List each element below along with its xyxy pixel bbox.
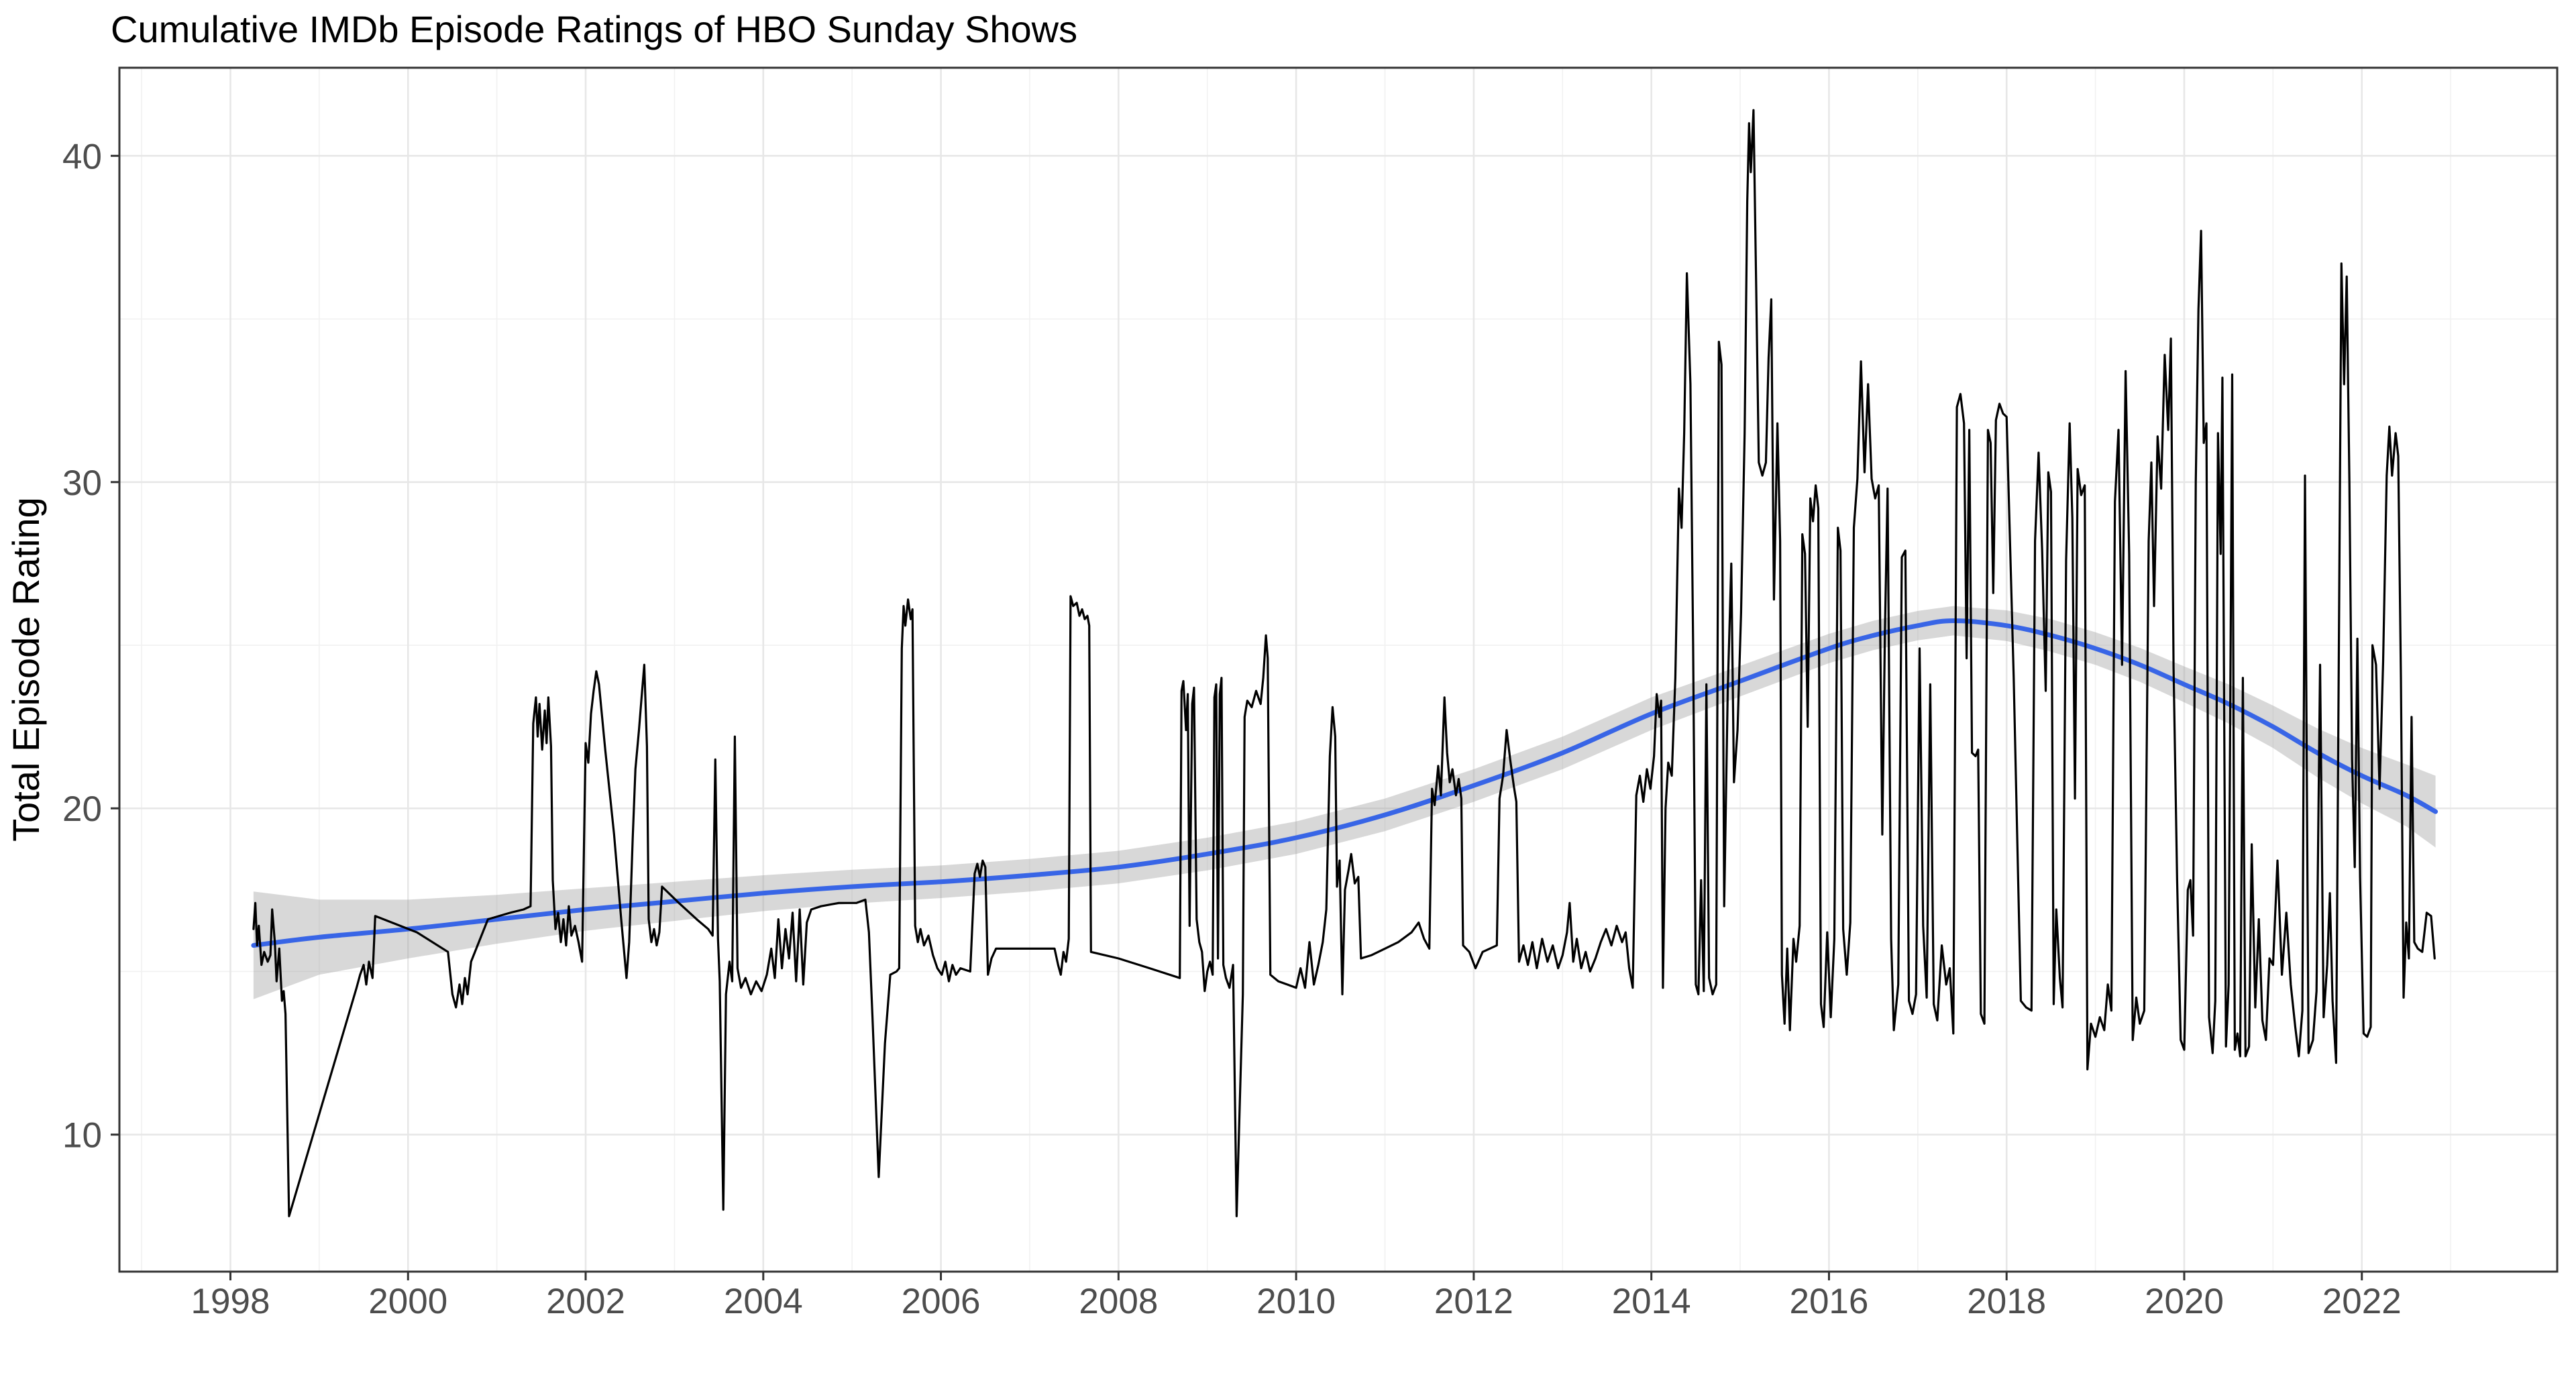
x-tick-label: 2002 (546, 1282, 625, 1321)
x-tick-label: 2010 (1256, 1282, 1336, 1321)
x-tick-label: 2018 (1967, 1282, 2046, 1321)
y-tick-label: 20 (62, 789, 102, 829)
x-tick-label: 1998 (191, 1282, 270, 1321)
x-tick-label: 2022 (2322, 1282, 2402, 1321)
chart-title: Cumulative IMDb Episode Ratings of HBO S… (111, 8, 1078, 50)
x-tick-label: 2000 (368, 1282, 447, 1321)
x-tick-label: 2016 (1789, 1282, 1868, 1321)
y-axis-title: Total Episode Rating (5, 497, 47, 842)
y-tick-label: 30 (62, 463, 102, 503)
x-tick-label: 2004 (724, 1282, 803, 1321)
ci-ribbon (253, 606, 2436, 999)
x-tick-label: 2020 (2145, 1282, 2224, 1321)
x-tick-label: 2008 (1079, 1282, 1158, 1321)
smooth-line (251, 618, 2438, 948)
x-tick-label: 2006 (902, 1282, 981, 1321)
panel-border (118, 66, 2559, 1273)
x-tick-label: 2012 (1434, 1282, 1513, 1321)
y-tick-label: 10 (62, 1116, 102, 1156)
y-tick-label: 40 (62, 137, 102, 176)
series-line (252, 109, 2436, 1217)
x-tick-label: 2014 (1612, 1282, 1691, 1321)
